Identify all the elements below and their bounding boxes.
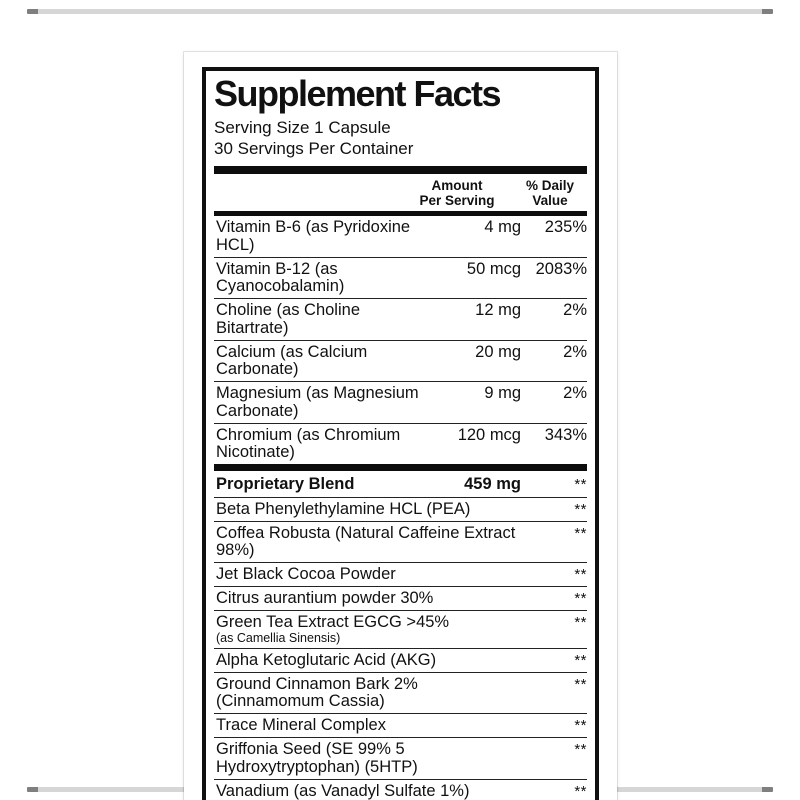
nutrient-amount: 120 mcg xyxy=(457,425,521,444)
blend-ingredient-row: Griffonia Seed (SE 99% 5 Hydroxytryptoph… xyxy=(214,737,587,779)
panel-title: Supplement Facts xyxy=(214,73,502,114)
blend-ingredient-row: Vanadium (as Vanadyl Sulfate 1%) ** xyxy=(214,778,587,800)
nutrient-row: Choline (as Choline Bitartrate) 12 mg 2% xyxy=(214,298,587,340)
ingredient-name-main: Green Tea Extract EGCG >45% xyxy=(216,613,450,631)
nutrient-amount: 9 mg xyxy=(484,384,521,402)
blend-amount: 459 mg xyxy=(464,474,521,493)
column-header-row: Amount Per Serving % Daily Value xyxy=(214,174,587,211)
nutrient-daily-value: 2% xyxy=(563,384,587,402)
serving-size-line: Serving Size 1 Capsule xyxy=(214,118,391,137)
ingredient-daily-value: ** xyxy=(574,782,587,800)
dv-header-line2: Value xyxy=(532,193,568,208)
ingredient-daily-value: ** xyxy=(574,651,587,669)
blend-name: Proprietary Blend xyxy=(216,474,355,493)
amount-header-line2: Per Serving xyxy=(419,193,495,208)
nutrient-row: Vitamin B-12 (as Cyanocobalamin) 50 mcg … xyxy=(214,256,587,299)
nutrient-daily-value: 343% xyxy=(544,425,587,444)
nutrient-amount: 4 mg xyxy=(484,218,521,236)
serving-info: Serving Size 1 Capsule 30 Servings Per C… xyxy=(214,118,587,159)
scan-artifact-top xyxy=(27,9,773,14)
nutrient-name: Magnesium (as Magnesium Carbonate) xyxy=(216,384,419,420)
divider-bar-under-header xyxy=(214,211,587,216)
blend-header-row: Proprietary Blend 459 mg ** xyxy=(214,471,587,497)
divider-bar-above-blend xyxy=(214,464,587,471)
ingredient-daily-value: ** xyxy=(574,500,587,518)
ingredient-name: Alpha Ketoglutaric Acid (AKG) xyxy=(216,650,437,669)
ingredient-name: Green Tea Extract EGCG >45% (as Camellia … xyxy=(214,613,521,645)
blend-ingredient-row: Coffea Robusta (Natural Caffeine Extract… xyxy=(214,520,587,563)
blend-ingredient-row: Green Tea Extract EGCG >45% (as Camellia … xyxy=(214,610,587,648)
ingredient-name: Griffonia Seed (SE 99% 5 Hydroxytryptoph… xyxy=(216,740,418,776)
nutrient-daily-value: 235% xyxy=(544,218,587,236)
nutrient-daily-value: 2% xyxy=(563,301,587,319)
ingredient-name: Ground Cinnamon Bark 2% (Cinnamomum Cass… xyxy=(216,674,418,710)
nutrient-daily-value: 2% xyxy=(563,342,587,361)
ingredient-daily-value: ** xyxy=(574,524,587,542)
ingredient-name: Beta Phenylethylamine HCL (PEA) xyxy=(216,499,471,518)
nutrient-name: Calcium (as Calcium Carbonate) xyxy=(216,342,368,378)
nutrient-row: Vitamin B-6 (as Pyridoxine HCL) 4 mg 235… xyxy=(214,216,587,257)
nutrient-row: Calcium (as Calcium Carbonate) 20 mg 2% xyxy=(214,339,587,382)
ingredient-name-sub: (as Camellia Sinensis) xyxy=(216,630,341,645)
ingredient-name: Citrus aurantium powder 30% xyxy=(216,589,434,607)
nutrient-row: Chromium (as Chromium Nicotinate) 120 mc… xyxy=(214,422,587,465)
ingredient-name: Trace Mineral Complex xyxy=(216,716,386,734)
nutrient-name: Chromium (as Chromium Nicotinate) xyxy=(216,425,401,461)
amount-header-line1: Amount xyxy=(431,178,483,193)
ingredient-daily-value: ** xyxy=(574,566,587,583)
blend-ingredient-row: Beta Phenylethylamine HCL (PEA) ** xyxy=(214,496,587,521)
daily-value-column-header: % Daily Value xyxy=(513,178,587,208)
nutrient-name: Vitamin B-12 (as Cyanocobalamin) xyxy=(216,259,345,295)
ingredient-daily-value: ** xyxy=(574,614,587,631)
blend-ingredient-row: Ground Cinnamon Bark 2% (Cinnamomum Cass… xyxy=(214,671,587,714)
blend-ingredient-row: Alpha Ketoglutaric Acid (AKG) ** xyxy=(214,647,587,672)
ingredient-daily-value: ** xyxy=(574,717,587,734)
blend-ingredient-row: Trace Mineral Complex ** xyxy=(214,713,587,737)
servings-per-container-line: 30 Servings Per Container xyxy=(214,138,414,158)
nutrient-name: Choline (as Choline Bitartrate) xyxy=(216,301,360,337)
nutrient-name: Vitamin B-6 (as Pyridoxine HCL) xyxy=(216,218,411,254)
ingredient-name: Vanadium (as Vanadyl Sulfate 1%) xyxy=(216,781,470,800)
ingredient-daily-value: ** xyxy=(574,675,587,693)
nutrient-amount: 12 mg xyxy=(475,301,521,319)
nutrient-amount: 50 mcg xyxy=(466,259,521,278)
nutrient-row: Magnesium (as Magnesium Carbonate) 9 mg … xyxy=(214,381,587,423)
nutrient-daily-value: 2083% xyxy=(535,259,587,278)
supplement-facts-panel: Supplement Facts Serving Size 1 Capsule … xyxy=(202,67,599,800)
blend-daily-value: ** xyxy=(574,475,587,493)
ingredient-daily-value: ** xyxy=(574,590,587,607)
ingredient-name: Coffea Robusta (Natural Caffeine Extract… xyxy=(216,523,516,559)
ingredient-daily-value: ** xyxy=(574,741,587,758)
supplement-label-sheet: Supplement Facts Serving Size 1 Capsule … xyxy=(184,52,617,800)
divider-bar-thick-top xyxy=(214,166,587,174)
dv-header-line1: % Daily xyxy=(525,178,575,193)
ingredient-name: Jet Black Cocoa Powder xyxy=(216,565,396,583)
blend-ingredient-row: Citrus aurantium powder 30% ** xyxy=(214,586,587,610)
amount-column-header: Amount Per Serving xyxy=(401,178,513,208)
nutrient-amount: 20 mg xyxy=(475,342,521,361)
blend-ingredient-row: Jet Black Cocoa Powder ** xyxy=(214,562,587,586)
